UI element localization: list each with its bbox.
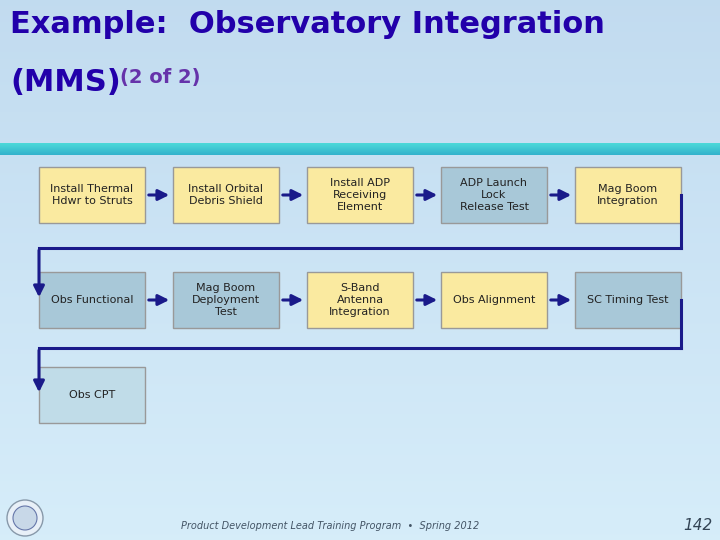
Text: (MMS): (MMS) [10,68,121,97]
Text: Obs Alignment: Obs Alignment [453,295,535,305]
FancyBboxPatch shape [39,167,145,223]
FancyBboxPatch shape [575,167,681,223]
Text: Mag Boom
Deployment
Test: Mag Boom Deployment Test [192,284,260,316]
FancyBboxPatch shape [39,272,145,328]
FancyBboxPatch shape [575,272,681,328]
FancyBboxPatch shape [39,367,145,423]
FancyBboxPatch shape [441,272,547,328]
FancyBboxPatch shape [307,167,413,223]
Text: Obs Functional: Obs Functional [50,295,133,305]
Text: 142: 142 [683,518,713,534]
Circle shape [13,506,37,530]
Text: Install Thermal
Hdwr to Struts: Install Thermal Hdwr to Struts [50,184,134,206]
Text: Product Development Lead Training Program  •  Spring 2012: Product Development Lead Training Progra… [181,521,479,531]
Text: ADP Launch
Lock
Release Test: ADP Launch Lock Release Test [459,178,528,212]
Text: Install ADP
Receiving
Element: Install ADP Receiving Element [330,178,390,212]
FancyBboxPatch shape [173,272,279,328]
Text: Example:  Observatory Integration: Example: Observatory Integration [10,10,605,39]
Text: Install Orbital
Debris Shield: Install Orbital Debris Shield [189,184,264,206]
Text: S-Band
Antenna
Integration: S-Band Antenna Integration [329,284,391,316]
Text: Obs CPT: Obs CPT [69,390,115,400]
Text: Mag Boom
Integration: Mag Boom Integration [597,184,659,206]
Text: (2 of 2): (2 of 2) [120,68,200,87]
FancyBboxPatch shape [307,272,413,328]
Circle shape [7,500,43,536]
FancyBboxPatch shape [173,167,279,223]
Text: SC Timing Test: SC Timing Test [588,295,669,305]
FancyBboxPatch shape [441,167,547,223]
